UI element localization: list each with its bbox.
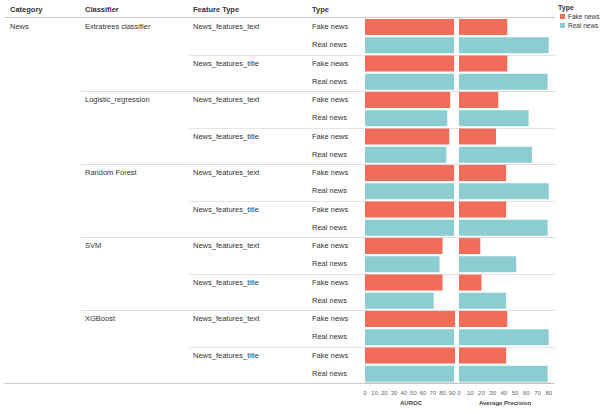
html-text:Real news: Real news: [312, 113, 347, 123]
html-text:Real news: Real news: [312, 368, 347, 378]
svg-text:30: 30: [391, 390, 398, 396]
html-text:News_features_title: News_features_title: [193, 277, 259, 287]
html-text:Fake news: Fake news: [312, 22, 349, 31]
svg-text:0: 0: [457, 390, 461, 396]
html-text:News: News: [10, 22, 29, 31]
html-text:Fake news: Fake news: [312, 95, 349, 104]
svg-text:70: 70: [429, 390, 436, 396]
html-text:Logistic_regression: Logistic_regression: [85, 95, 150, 104]
html-text:Real news: Real news: [312, 332, 347, 342]
html-text:Random Forest: Random Forest: [85, 168, 137, 177]
svg-text:60: 60: [523, 390, 530, 396]
html-text:News_features_title: News_features_title: [193, 204, 259, 214]
html-text:Real news: Real news: [312, 222, 347, 232]
html-text:AUROC: AUROC: [400, 400, 422, 406]
html-text:News_features_text: News_features_text: [193, 241, 260, 250]
svg-text:40: 40: [501, 390, 508, 396]
html-text:Extratrees classifier: Extratrees classifier: [85, 22, 151, 31]
html-text:Fake news: Fake news: [312, 168, 349, 177]
svg-text:30: 30: [489, 390, 496, 396]
svg-text:10: 10: [371, 390, 378, 396]
html-text:News_features_text: News_features_text: [193, 22, 260, 31]
svg-text:0: 0: [363, 390, 367, 396]
html-text:Fake news: Fake news: [312, 204, 349, 214]
svg-text:50: 50: [410, 390, 417, 396]
html-text:Real news: Real news: [312, 76, 347, 86]
html-text:Fake news: Fake news: [312, 241, 349, 250]
html-text:News_features_text: News_features_text: [193, 314, 260, 323]
html-text:Real news: Real news: [312, 149, 347, 159]
html-text:Real news: Real news: [568, 22, 599, 29]
html-text:News_features_title: News_features_title: [193, 58, 259, 68]
html-text:News_features_text: News_features_text: [193, 168, 260, 177]
html-text:Real news: Real news: [312, 295, 347, 305]
html-text:XGBoost: XGBoost: [85, 314, 115, 323]
html-text:Type: Type: [312, 5, 329, 14]
svg-text:80: 80: [439, 390, 446, 396]
html-text:News_features_title: News_features_title: [193, 350, 259, 360]
html-text:News_features_text: News_features_text: [193, 95, 260, 104]
html-text:Real news: Real news: [312, 186, 347, 196]
svg-text:20: 20: [381, 390, 388, 396]
html-text:Fake news: Fake news: [568, 13, 600, 20]
svg-text:60: 60: [420, 390, 427, 396]
html-text:Fake news: Fake news: [312, 277, 349, 287]
html-text:Fake news: Fake news: [312, 350, 349, 360]
html-text:Type: Type: [558, 4, 574, 11]
svg-text:10: 10: [467, 390, 474, 396]
html-text:Feature Type: Feature Type: [193, 5, 240, 14]
html-text:Classifier: Classifier: [85, 5, 119, 14]
svg-text:40: 40: [400, 390, 407, 396]
svg-text:80: 80: [545, 390, 552, 396]
svg-text:70: 70: [534, 390, 541, 396]
svg-text:90: 90: [449, 390, 456, 396]
html-text:Fake news: Fake news: [312, 314, 349, 323]
html-text:Real news: Real news: [312, 259, 347, 269]
html-text:Fake news: Fake news: [312, 58, 349, 68]
html-text:SVM: SVM: [85, 241, 102, 250]
svg-text:50: 50: [512, 390, 519, 396]
svg-text:20: 20: [478, 390, 485, 396]
html-text:Average Precision: Average Precision: [478, 400, 532, 406]
html-text:Fake news: Fake news: [312, 131, 349, 141]
html-text:Category: Category: [10, 5, 43, 14]
html-text:News_features_title: News_features_title: [193, 131, 259, 141]
html-text:Real news: Real news: [312, 40, 347, 50]
